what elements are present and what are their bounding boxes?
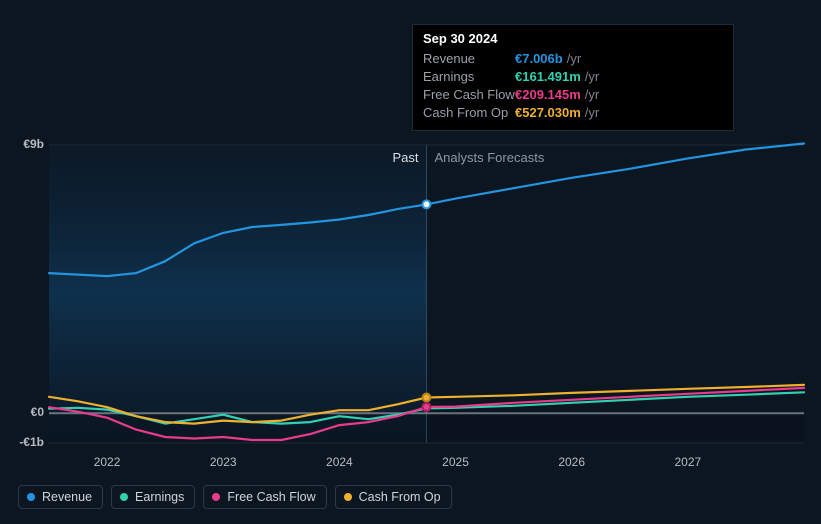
legend-item-label: Cash From Op	[359, 490, 441, 504]
tooltip-date: Sep 30 2024	[423, 31, 723, 46]
past-label: Past	[393, 150, 419, 165]
tooltip-row-label: Earnings	[423, 68, 515, 86]
x-axis-label: 2024	[326, 455, 353, 469]
tooltip-row-value: €527.030m	[515, 104, 581, 122]
x-axis-label: 2022	[94, 455, 121, 469]
tooltip-row-value: €7.006b	[515, 50, 563, 68]
legend-dot-icon	[212, 493, 220, 501]
legend-item-label: Free Cash Flow	[227, 490, 315, 504]
tooltip-row: Cash From Op€527.030m/yr	[423, 104, 723, 122]
tooltip-row: Revenue€7.006b/yr	[423, 50, 723, 68]
x-axis-label: 2025	[442, 455, 469, 469]
legend-item-cash_from_op[interactable]: Cash From Op	[335, 485, 452, 509]
tooltip-row-label: Revenue	[423, 50, 515, 68]
marker-revenue	[423, 200, 431, 208]
x-axis-label: 2023	[210, 455, 237, 469]
legend-dot-icon	[344, 493, 352, 501]
marker-cash_from_op	[423, 393, 431, 401]
y-axis-label: €9b	[23, 137, 44, 151]
marker-free_cash_flow	[423, 403, 431, 411]
y-axis-label: €0	[31, 405, 44, 419]
legend-item-label: Revenue	[42, 490, 92, 504]
legend-item-free_cash_flow[interactable]: Free Cash Flow	[203, 485, 326, 509]
financials-chart: €9b €0 -€1b 2022 2023 2024 2025 2026 2027 Past Ana…	[0, 0, 821, 524]
legend-item-label: Earnings	[135, 490, 184, 504]
past-region	[49, 145, 427, 443]
tooltip-row-unit: /yr	[567, 50, 581, 68]
chart-legend: Revenue Earnings Free Cash Flow Cash From O…	[18, 485, 452, 509]
tooltip-row: Earnings€161.491m/yr	[423, 68, 723, 86]
tooltip-row: Free Cash Flow€209.145m/yr	[423, 86, 723, 104]
tooltip-row-label: Free Cash Flow	[423, 86, 515, 104]
tooltip-row-value: €161.491m	[515, 68, 581, 86]
tooltip-row-value: €209.145m	[515, 86, 581, 104]
tooltip-row-label: Cash From Op	[423, 104, 515, 122]
legend-dot-icon	[120, 493, 128, 501]
tooltip-row-unit: /yr	[585, 68, 599, 86]
tooltip-row-unit: /yr	[585, 86, 599, 104]
x-axis-label: 2027	[674, 455, 701, 469]
legend-item-revenue[interactable]: Revenue	[18, 485, 103, 509]
y-axis-label: -€1b	[19, 435, 44, 449]
chart-tooltip: Sep 30 2024Revenue€7.006b/yrEarnings€161…	[412, 24, 734, 131]
x-axis-label: 2026	[558, 455, 585, 469]
legend-item-earnings[interactable]: Earnings	[111, 485, 195, 509]
forecast-label: Analysts Forecasts	[435, 150, 545, 165]
legend-dot-icon	[27, 493, 35, 501]
tooltip-row-unit: /yr	[585, 104, 599, 122]
